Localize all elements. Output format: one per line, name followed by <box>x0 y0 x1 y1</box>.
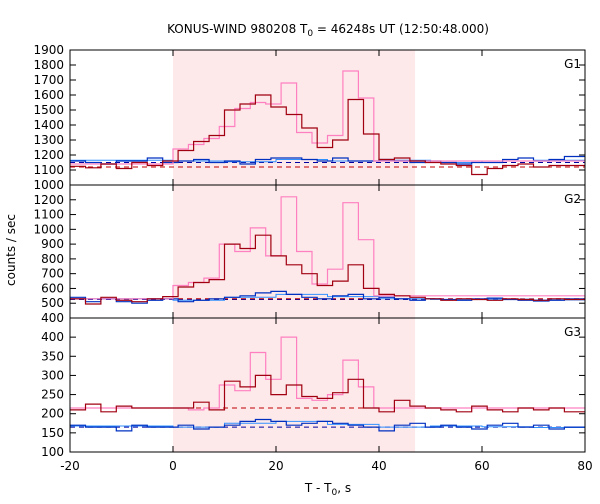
panel-data <box>70 336 585 432</box>
y-tick-label: 1400 <box>33 118 64 132</box>
panel-frame <box>69 317 586 453</box>
panel-label: G1 <box>564 57 581 71</box>
x-tick-label: 60 <box>474 459 489 473</box>
series-high-detail <box>70 70 585 165</box>
x-tick-label: 20 <box>268 459 283 473</box>
y-tick-label: 1000 <box>33 178 64 192</box>
y-tick-label: 1500 <box>33 103 64 117</box>
series-high <box>70 234 585 305</box>
y-tick-label: 1200 <box>33 193 64 207</box>
y-tick-label: 1600 <box>33 88 64 102</box>
series-high-detail <box>70 336 585 411</box>
x-tick-label: 80 <box>577 459 592 473</box>
y-tick-label: 900 <box>41 237 64 251</box>
y-tick-label: 1800 <box>33 58 64 72</box>
x-tick-label: 0 <box>169 459 177 473</box>
panel-label: G2 <box>564 192 581 206</box>
y-tick-label: 1000 <box>33 222 64 236</box>
y-axis-title: counts / sec <box>4 214 18 286</box>
y-tick-label: 1900 <box>33 43 64 57</box>
y-tick-label: 150 <box>41 426 64 440</box>
series-low <box>70 418 585 432</box>
series-high <box>70 374 585 413</box>
series-high <box>70 94 585 176</box>
y-tick-label: 350 <box>41 349 64 363</box>
series-low <box>70 155 585 165</box>
series-low-detail <box>70 293 585 301</box>
y-tick-label: 800 <box>41 252 64 266</box>
y-tick-label: 100 <box>41 445 64 459</box>
panel-data <box>70 70 585 176</box>
shaded-interval <box>173 50 416 185</box>
y-tick-label: 400 <box>41 330 64 344</box>
series-low <box>70 290 585 304</box>
panel-g1: 1000110012001300140015001600170018001900… <box>33 43 586 192</box>
y-tick-label: 400 <box>41 311 64 325</box>
chart-title: KONUS-WIND 980208 T0 = 46248s UT (12:50:… <box>167 22 489 39</box>
panels: 1000110012001300140015001600170018001900… <box>33 43 592 473</box>
x-axis-title: T - T0, s <box>304 481 351 498</box>
x-tick-label: -20 <box>60 459 80 473</box>
y-tick-label: 600 <box>41 281 64 295</box>
y-tick-label: 1300 <box>33 133 64 147</box>
y-tick-label: 1700 <box>33 73 64 87</box>
panel-data <box>70 196 585 305</box>
y-tick-label: 200 <box>41 407 64 421</box>
y-tick-label: 700 <box>41 267 64 281</box>
y-tick-label: 1200 <box>33 148 64 162</box>
y-tick-label: 500 <box>41 296 64 310</box>
y-tick-label: 250 <box>41 388 64 402</box>
y-tick-label: 300 <box>41 368 64 382</box>
y-tick-label: 1100 <box>33 208 64 222</box>
y-tick-label: 1100 <box>33 163 64 177</box>
panel-g3: 100 150 200 250 300 350 400 G3 <box>41 317 586 459</box>
x-tick-label: 40 <box>371 459 386 473</box>
panel-label: G3 <box>564 325 581 339</box>
